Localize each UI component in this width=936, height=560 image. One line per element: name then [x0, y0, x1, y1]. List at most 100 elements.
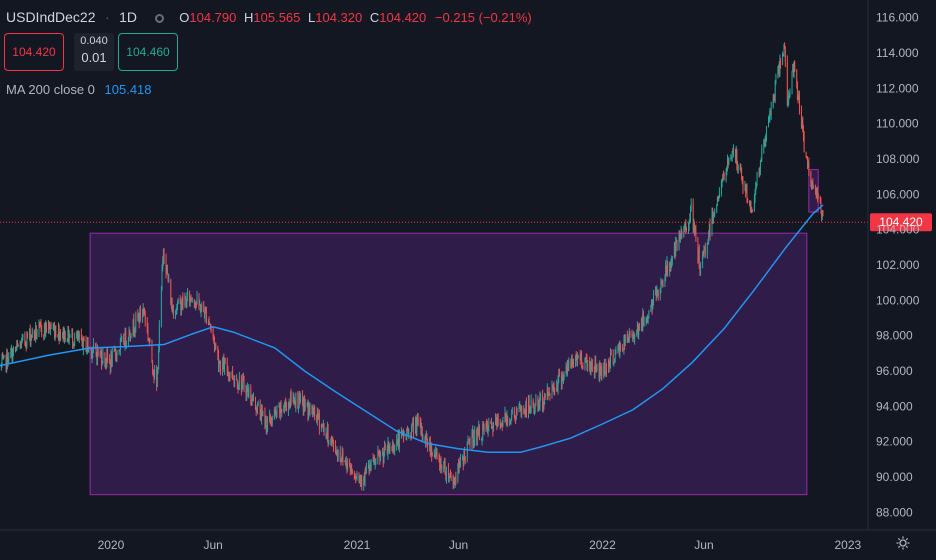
candle-body	[270, 421, 272, 423]
candle-body	[463, 451, 465, 465]
candle-body	[322, 425, 324, 427]
candle-body	[351, 469, 353, 474]
candle-body	[525, 403, 527, 413]
candle-body	[582, 366, 584, 368]
candle-body	[562, 376, 564, 381]
candle-body	[435, 451, 437, 458]
candle-body	[641, 321, 642, 327]
candle-body	[507, 415, 509, 426]
sell-button[interactable]: 104.420	[4, 33, 64, 71]
candle-body	[648, 311, 650, 318]
indicator-legend[interactable]: MA 200 close 0 105.418	[6, 82, 152, 97]
candle-body	[349, 460, 351, 465]
interval-label[interactable]: 1D	[119, 9, 137, 25]
candle-body	[427, 443, 429, 447]
candle-body	[500, 422, 502, 426]
candle-body	[712, 212, 714, 222]
candle-body	[331, 439, 333, 442]
candle-body	[347, 460, 349, 471]
candle-body	[218, 354, 219, 367]
candle-body	[336, 450, 338, 455]
candle-body	[737, 165, 738, 171]
candle-body	[208, 320, 209, 323]
candle-body	[543, 402, 545, 405]
x-tick-label: Jun	[203, 538, 222, 552]
candle-body	[626, 334, 628, 342]
candle-body	[286, 405, 287, 411]
candle-body	[714, 211, 716, 214]
candle-body	[213, 335, 215, 341]
candle-body	[511, 411, 513, 413]
rectangle-drawing[interactable]	[808, 169, 819, 213]
candle-body	[600, 366, 602, 376]
candle-body	[165, 259, 167, 274]
candle-body	[351, 467, 353, 470]
candle-body	[585, 357, 587, 359]
candle-body	[251, 395, 253, 403]
candle-body	[664, 279, 666, 287]
candle-body	[678, 233, 680, 248]
candle-body	[751, 210, 753, 212]
candle-body	[460, 457, 461, 464]
candle-body	[688, 224, 689, 231]
candle-body	[716, 204, 718, 212]
candle-body	[342, 452, 344, 461]
candle-body	[171, 301, 173, 312]
candle-body	[544, 394, 546, 397]
symbol-name[interactable]: USDIndDec22	[6, 9, 96, 25]
rectangle-drawing[interactable]	[89, 232, 808, 496]
candle-body	[788, 93, 790, 95]
candle-body	[731, 157, 732, 159]
candle-body	[573, 363, 574, 365]
candle-body	[801, 122, 803, 124]
candle-body	[219, 363, 221, 365]
candle-body	[337, 450, 339, 460]
candle-body	[269, 414, 271, 422]
candle-body	[424, 435, 426, 443]
candle-body	[27, 333, 28, 337]
candle-body	[156, 369, 158, 387]
candle-body	[538, 401, 540, 408]
candle-body	[722, 175, 724, 180]
candle-body	[684, 228, 685, 232]
candle-body	[96, 352, 98, 361]
candle-body	[763, 141, 765, 149]
candle-body	[636, 333, 638, 336]
candle-body	[76, 333, 78, 338]
candle-body	[279, 406, 281, 415]
candle-body	[198, 295, 200, 305]
candle-body	[101, 363, 103, 365]
candle-body	[208, 320, 210, 323]
candle-body	[123, 344, 125, 347]
candle-body	[803, 130, 804, 137]
candle-body	[320, 424, 322, 429]
candle-body	[392, 442, 394, 450]
candle-body	[52, 327, 54, 329]
candle-body	[307, 402, 309, 416]
candle-body	[622, 349, 624, 351]
candle-body	[817, 188, 818, 198]
candle-body	[506, 415, 508, 425]
spread-bottom: 0.01	[81, 50, 107, 65]
candle-body	[137, 314, 139, 317]
drawings-layer[interactable]	[89, 169, 819, 496]
x-tick-label: 2021	[344, 538, 371, 552]
candle-body	[439, 457, 441, 470]
y-tick-label: 112.000	[876, 81, 919, 95]
settings-gear-icon[interactable]	[895, 535, 911, 551]
candle-body	[819, 197, 821, 202]
buy-button[interactable]: 104.460	[118, 33, 178, 71]
candle-body	[577, 355, 579, 358]
candle-body	[229, 372, 231, 376]
candle-body	[577, 357, 578, 364]
candle-body	[647, 317, 649, 320]
candle-body	[368, 465, 369, 469]
candle-body	[304, 400, 305, 408]
candle-body	[292, 394, 294, 403]
candle-body	[87, 342, 88, 349]
candle-body	[58, 327, 59, 338]
candle-body	[326, 433, 328, 437]
low-label: L	[308, 10, 316, 25]
